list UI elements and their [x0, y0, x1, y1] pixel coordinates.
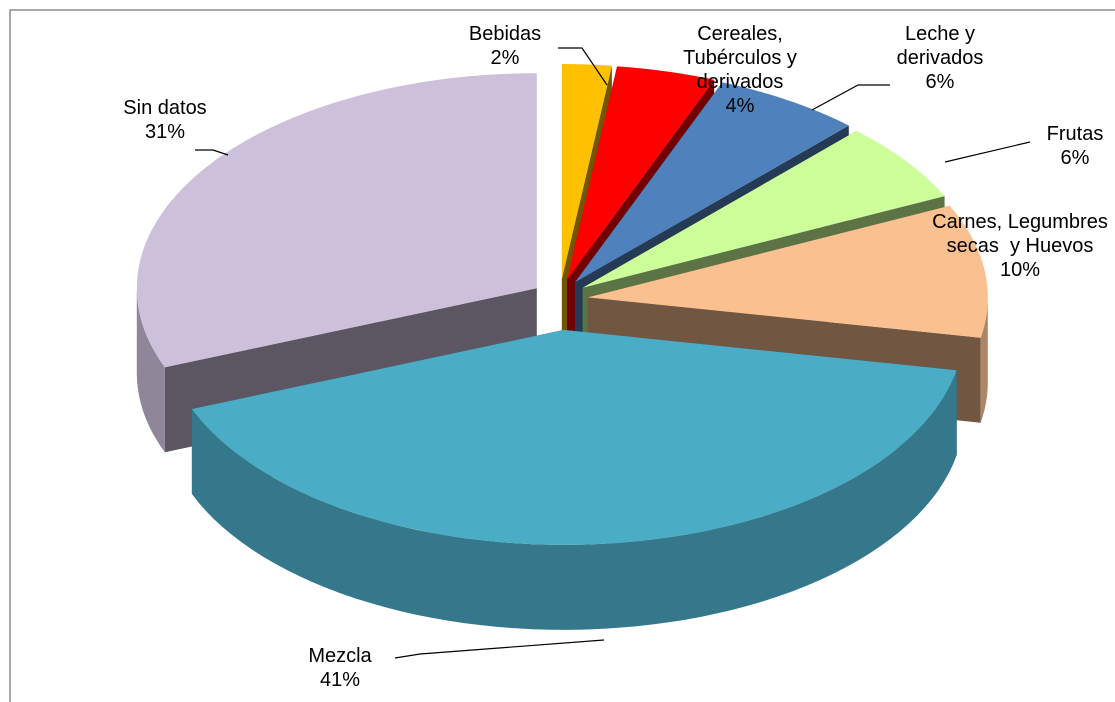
category-label: Cereales, Tubérculos y derivados [683, 23, 803, 93]
leader-line [394, 639, 605, 659]
data-label: Sin datos 31% [105, 96, 225, 144]
data-label: Cereales, Tubérculos y derivados 4% [660, 22, 820, 118]
value-label: 31% [144, 121, 186, 143]
category-label: Sin datos [123, 97, 207, 119]
value-label: 4% [725, 95, 755, 117]
slice-side [980, 297, 988, 423]
pie-slice [575, 82, 849, 283]
leader-line [195, 149, 229, 156]
pie-slice [567, 66, 715, 280]
leader-line [811, 84, 890, 111]
category-label: Leche y derivados [896, 23, 984, 69]
data-label: Frutas 6% [1030, 122, 1115, 170]
slice-side [136, 288, 165, 453]
pie-slice [191, 329, 957, 545]
value-label: 6% [925, 71, 955, 93]
slice-side [191, 370, 957, 630]
category-label: Carnes, Legumbres secas y Huevos [932, 211, 1108, 257]
category-label: Bebidas [468, 23, 542, 45]
category-label: Frutas [1046, 123, 1104, 145]
data-label: Carnes, Legumbres secas y Huevos 10% [930, 210, 1110, 282]
data-label: Bebidas 2% [450, 22, 560, 70]
value-label: 41% [319, 669, 361, 691]
value-label: 6% [1060, 147, 1090, 169]
value-label: 2% [490, 47, 520, 69]
pie-slice [561, 64, 612, 279]
pie-slice [582, 130, 945, 288]
data-label: Mezcla 41% [285, 644, 395, 692]
value-label: 10% [999, 259, 1041, 281]
pie-slice [136, 73, 537, 368]
leader-line [944, 141, 1031, 163]
category-label: Mezcla [308, 645, 372, 667]
leader-line [558, 47, 608, 86]
data-label: Leche y derivados 6% [875, 22, 1005, 94]
pie-slice [587, 205, 988, 338]
